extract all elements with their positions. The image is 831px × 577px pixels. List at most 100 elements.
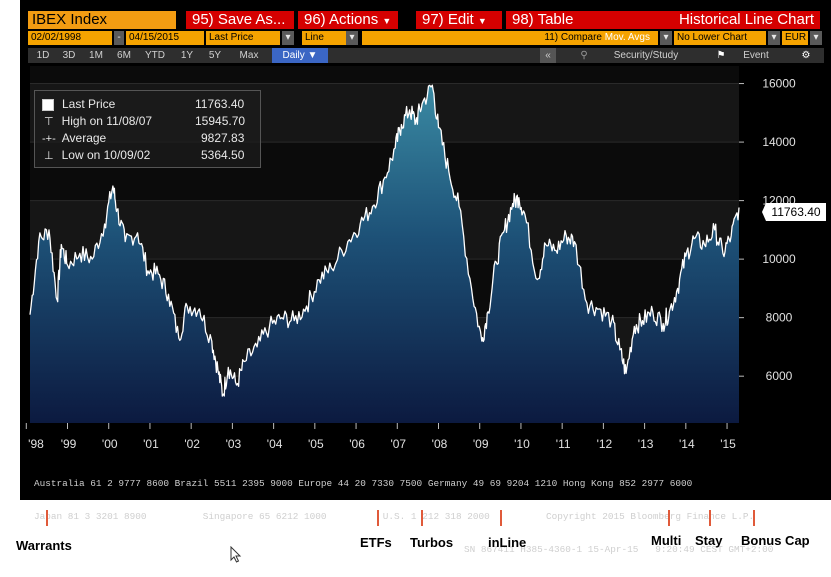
period-6m[interactable]: 6M xyxy=(117,50,131,61)
dropdown-caret-icon: ▼ xyxy=(477,16,487,26)
legend-row-average: -+- Average xyxy=(42,131,106,145)
footer-contacts: Australia 61 2 9777 8600 Brazil 5511 239… xyxy=(34,456,824,577)
dropdown-caret-icon: ▼ xyxy=(307,50,318,61)
price-line xyxy=(29,84,740,397)
gear-icon[interactable]: ⚙ xyxy=(801,50,811,61)
x-tick-label: '05 xyxy=(308,437,324,451)
compare-value: Mov. Avgs xyxy=(604,32,650,43)
x-tick-label: '12 xyxy=(597,437,613,451)
x-tick-label: '04 xyxy=(267,437,283,451)
x-tick-label: '14 xyxy=(679,437,695,451)
legend-row-last: Last Price xyxy=(42,97,115,111)
last-price-tag-text: 11763.40 xyxy=(771,205,820,219)
ticker-field[interactable]: IBEX Index xyxy=(28,11,176,29)
date-to-field[interactable]: 04/15/2015 xyxy=(126,31,204,45)
style-select[interactable]: Line xyxy=(302,31,346,45)
dropdown-arrow-icon[interactable]: ▾ xyxy=(810,31,822,45)
date-from-field[interactable]: 02/02/1998 xyxy=(28,31,112,45)
x-axis-ticks: '98 '99 '00 '01 '02 '03 '04 '05 '06 '07 '08 '09 '10 '… xyxy=(25,423,736,451)
y-tick-label: 14000 xyxy=(762,135,796,149)
frequency-select[interactable]: Daily ▼ xyxy=(272,48,328,63)
period-toolbar xyxy=(28,48,824,63)
footer-line: Australia 61 2 9777 8600 Brazil 5511 239… xyxy=(34,478,693,489)
x-tick-label: '06 xyxy=(349,437,365,451)
period-5y[interactable]: 5Y xyxy=(208,50,222,61)
footer-line: SN 867411 H385-4360-1 15-Apr-15 9:20:49 … xyxy=(464,544,774,555)
period-1y[interactable]: 1Y xyxy=(180,50,194,61)
average-marker-icon: -+- xyxy=(42,133,56,145)
period-1m[interactable]: 1M xyxy=(89,50,103,61)
legend-row-low: ⊥ Low on 10/09/02 xyxy=(44,148,150,162)
x-tick-label: '00 xyxy=(102,437,118,451)
y-tick-label: 16000 xyxy=(762,77,796,91)
label-inline: inLine xyxy=(488,535,527,550)
edit-menu[interactable]: 97) Edit ▼ xyxy=(416,11,502,29)
flag-icon[interactable]: ⚑ xyxy=(716,50,726,61)
event-button[interactable]: Event xyxy=(743,50,769,61)
mouse-cursor-icon xyxy=(230,546,242,563)
currency-select[interactable]: EUR xyxy=(782,31,808,45)
x-tick-label: '09 xyxy=(473,437,489,451)
label-marker xyxy=(421,510,423,526)
label-marker xyxy=(500,510,502,526)
actions-label: 96) Actions xyxy=(304,11,379,28)
footer-line: Japan 81 3 3201 8900 Singapore 65 6212 1… xyxy=(34,511,755,522)
x-tick-label: '11 xyxy=(556,437,571,451)
security-study-button[interactable]: Security/Study xyxy=(613,50,679,61)
chart-type-title: Historical Line Chart xyxy=(656,11,820,29)
label-marker xyxy=(709,510,711,526)
x-tick-label: '99 xyxy=(61,437,77,451)
x-tick-label: '01 xyxy=(143,437,159,451)
save-as-button[interactable]: 95) Save As... xyxy=(186,11,294,29)
y-tick-label: 10000 xyxy=(762,252,796,266)
zoom-icon[interactable]: ⚲ xyxy=(580,50,588,61)
x-tick-label: '08 xyxy=(432,437,448,451)
legend-value: 15945.70 xyxy=(195,114,246,128)
high-marker-icon: ⊤ xyxy=(44,116,54,128)
legend-value: 5364.50 xyxy=(201,148,245,162)
actions-menu[interactable]: 96) Actions ▼ xyxy=(298,11,398,29)
compare-menu[interactable]: 11) Compare Mov. Avgs xyxy=(362,31,658,45)
legend-swatch-icon xyxy=(42,98,54,111)
legend-label: High on 11/08/07 xyxy=(61,114,153,128)
period-max[interactable]: Max xyxy=(239,50,259,61)
x-tick-label: '10 xyxy=(514,437,530,451)
table-button[interactable]: 98) Table xyxy=(506,11,656,29)
legend-label: Low on 10/09/02 xyxy=(61,148,151,162)
edit-label: 97) Edit xyxy=(422,11,474,28)
legend-box: Last Price 11763.40 ⊤ High on 11/08/07 15… xyxy=(34,90,261,168)
x-tick-label: '07 xyxy=(390,437,406,451)
y-tick-label: 8000 xyxy=(766,311,793,325)
legend-value: 11763.40 xyxy=(195,97,245,111)
period-3d[interactable]: 3D xyxy=(62,50,76,61)
period-1d[interactable]: 1D xyxy=(36,50,50,61)
collapse-icon[interactable]: « xyxy=(540,48,556,63)
date-separator: - xyxy=(114,31,124,45)
dropdown-arrow-icon[interactable]: ▾ xyxy=(660,31,672,45)
legend-row-high: ⊤ High on 11/08/07 xyxy=(44,114,152,128)
dropdown-caret-icon: ▼ xyxy=(382,16,392,26)
label-multi: Multi xyxy=(651,533,682,548)
y-tick-label: 6000 xyxy=(766,369,793,383)
dropdown-arrow-icon[interactable]: ▾ xyxy=(768,31,780,45)
field-select[interactable]: Last Price xyxy=(206,31,280,45)
frequency-label: Daily xyxy=(282,50,305,61)
label-marker xyxy=(46,510,48,526)
legend-label: Last Price xyxy=(62,97,116,111)
lower-chart-select[interactable]: No Lower Chart xyxy=(674,31,766,45)
dropdown-arrow-icon[interactable]: ▾ xyxy=(282,31,294,45)
label-marker xyxy=(753,510,755,526)
label-marker xyxy=(377,510,379,526)
label-marker xyxy=(668,510,670,526)
x-tick-label: '02 xyxy=(184,437,200,451)
period-ytd[interactable]: YTD xyxy=(145,50,165,61)
x-tick-label: '98 xyxy=(28,437,44,451)
dropdown-arrow-icon[interactable]: ▾ xyxy=(346,31,358,45)
last-price-tag: 11763.40 xyxy=(762,203,826,221)
x-tick-label: '03 xyxy=(226,437,242,451)
x-tick-label: '13 xyxy=(638,437,654,451)
x-tick-label: '15 xyxy=(720,437,736,451)
low-marker-icon: ⊥ xyxy=(44,150,54,162)
